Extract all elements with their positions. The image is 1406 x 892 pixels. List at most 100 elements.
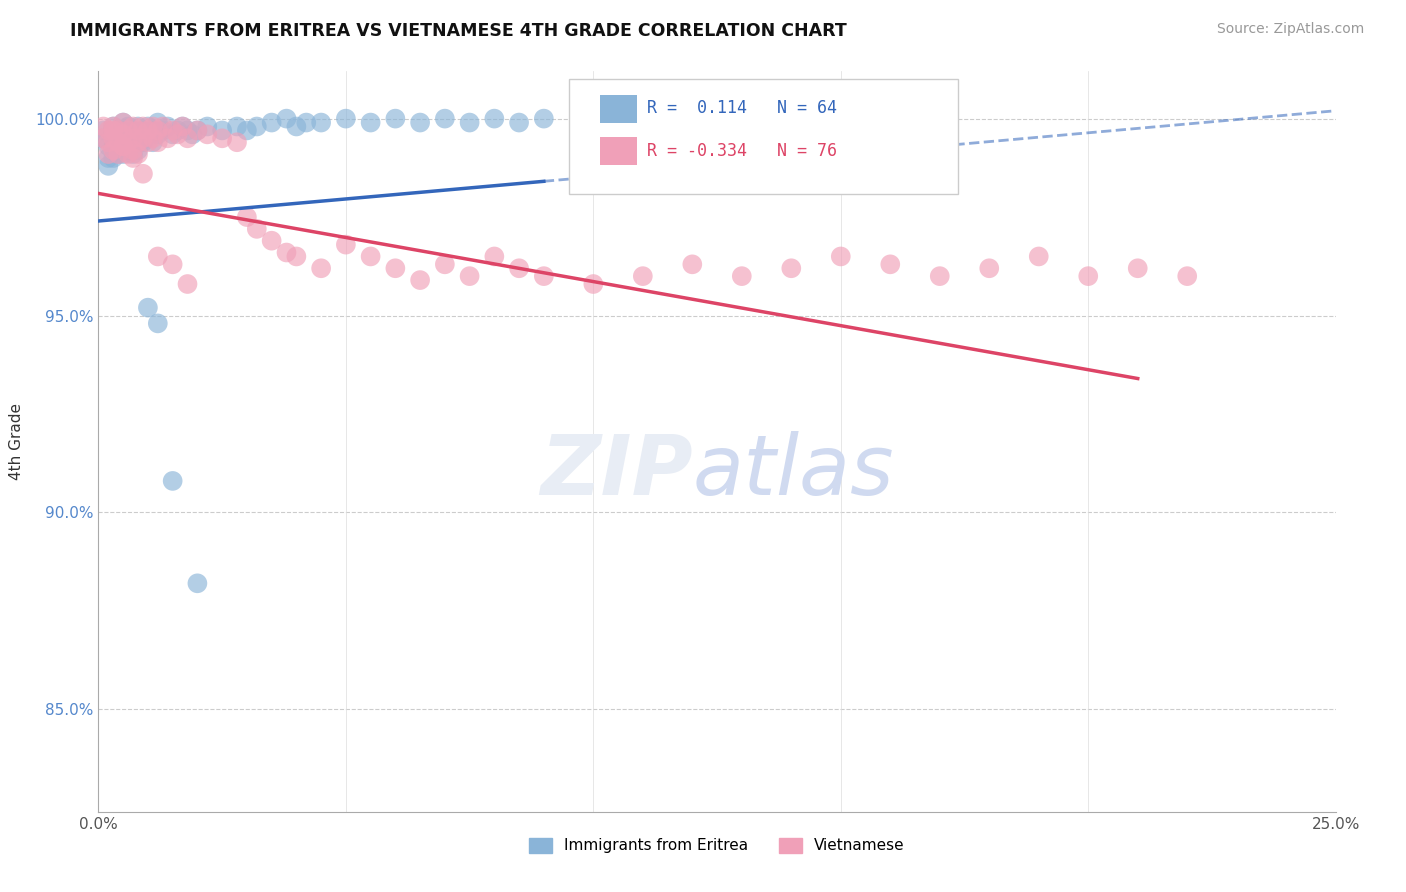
Point [260,234,283,248]
Point [107,147,129,161]
Point [186,123,208,137]
Point [226,135,249,149]
Point [127,143,149,157]
Text: R =  0.114   N = 64: R = 0.114 N = 64 [647,99,837,118]
Y-axis label: 4th Grade: 4th Grade [10,403,24,480]
Point [146,128,169,142]
Point [117,131,139,145]
Bar [599,137,637,165]
Text: ZIP: ZIP [540,431,692,512]
Point [117,147,139,161]
Point [211,123,233,137]
Point [112,139,135,153]
Point [780,261,803,276]
Point [508,261,530,276]
Point [1077,269,1099,284]
Point [103,123,125,137]
Point [146,115,169,129]
Point [582,277,605,291]
Point [195,120,218,134]
Point [103,139,125,153]
Point [136,301,159,315]
Point [146,123,169,137]
Text: Source: ZipAtlas.com: Source: ZipAtlas.com [1216,22,1364,37]
Point [246,120,269,134]
Point [103,131,125,145]
Point [142,123,165,137]
Point [384,112,406,126]
Point [246,222,269,236]
Point [127,135,149,149]
Point [103,120,125,134]
Point [136,135,159,149]
Point [731,269,754,284]
Point [107,147,129,161]
Point [142,135,165,149]
Point [195,128,218,142]
Point [93,123,115,137]
Point [156,120,179,134]
Point [186,123,208,137]
Point [295,115,318,129]
Point [132,131,155,145]
Point [166,128,188,142]
Point [484,250,506,264]
Point [117,143,139,157]
Point [928,269,950,284]
Point [122,151,145,165]
Point [142,131,165,145]
Point [335,112,357,126]
Point [93,131,115,145]
Point [97,139,120,153]
Point [276,112,298,126]
Point [112,115,135,129]
Point [122,123,145,137]
Point [360,115,382,129]
Point [112,147,135,161]
Point [103,143,125,157]
Point [458,269,481,284]
Point [384,261,406,276]
Point [127,123,149,137]
Point [132,167,155,181]
Point [176,277,198,291]
Point [236,210,259,224]
Point [285,250,308,264]
FancyBboxPatch shape [568,78,959,194]
Point [112,123,135,137]
Point [127,120,149,134]
Point [285,120,308,134]
Point [103,128,125,142]
Point [122,143,145,157]
Point [879,257,901,271]
Point [146,135,169,149]
Point [162,123,184,137]
Point [103,151,125,165]
Point [1126,261,1149,276]
Point [136,123,159,137]
Point [112,139,135,153]
Point [276,245,298,260]
Point [132,120,155,134]
Point [260,115,283,129]
Point [142,120,165,134]
Point [107,123,129,137]
Point [211,131,233,145]
Point [176,123,198,137]
Point [226,120,249,134]
Point [122,131,145,145]
Point [107,135,129,149]
Point [117,123,139,137]
Point [103,120,125,134]
Point [176,131,198,145]
Point [1175,269,1198,284]
Point [112,135,135,149]
Point [146,250,169,264]
Point [132,135,155,149]
Point [97,147,120,161]
Legend: Immigrants from Eritrea, Vietnamese: Immigrants from Eritrea, Vietnamese [523,831,911,860]
Point [360,250,382,264]
Text: atlas: atlas [692,431,894,512]
Point [107,135,129,149]
Point [409,115,432,129]
